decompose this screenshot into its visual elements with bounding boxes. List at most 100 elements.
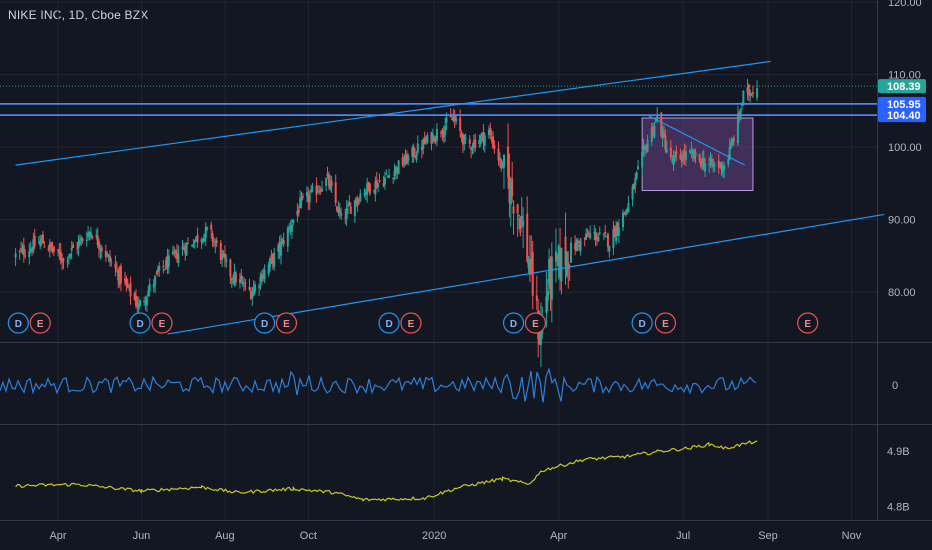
candle-body — [72, 244, 75, 248]
dividend-marker[interactable]: D — [378, 312, 400, 334]
candle-body — [243, 285, 246, 287]
candle-body — [368, 183, 371, 194]
candle-body — [732, 137, 735, 142]
candle-body — [118, 269, 121, 285]
candle-body — [279, 242, 282, 256]
trendline-1[interactable] — [15, 60, 771, 166]
candle-body — [96, 235, 99, 246]
dividend-marker[interactable]: D — [502, 312, 525, 334]
candle-body — [723, 165, 726, 170]
x-tick-label: Apr — [49, 530, 66, 542]
highlight-box — [641, 117, 754, 191]
earnings-marker[interactable]: E — [275, 312, 298, 334]
candle-body — [311, 186, 314, 189]
candle-body — [691, 153, 694, 155]
candle-body — [474, 139, 477, 148]
candle-body — [545, 296, 548, 313]
candle-body — [405, 154, 408, 165]
candle-body — [508, 176, 511, 203]
candle-body — [727, 158, 730, 165]
candle-body — [77, 241, 80, 249]
candle-body — [535, 295, 538, 301]
candle-body — [442, 133, 445, 138]
candle-body — [388, 175, 391, 179]
dividend-marker[interactable]: D — [253, 312, 276, 334]
earnings-marker[interactable]: E — [151, 312, 173, 334]
candle-body — [641, 151, 644, 168]
candle-body — [487, 130, 490, 136]
candle-body — [626, 209, 629, 211]
candle-body — [267, 264, 270, 275]
candle-body — [459, 117, 462, 131]
candle-body — [195, 236, 198, 241]
candle-body — [137, 303, 140, 310]
candle-body — [699, 160, 702, 167]
candle-body — [586, 235, 589, 237]
candle-body — [238, 279, 241, 283]
candle-body — [244, 282, 247, 284]
candle-body — [184, 246, 187, 254]
trendlines[interactable] — [15, 60, 885, 335]
earnings-marker[interactable]: E — [400, 312, 422, 334]
trendline-3[interactable] — [647, 114, 746, 166]
y-tick-label: 120.00 — [888, 0, 922, 9]
candle-body — [177, 253, 180, 264]
candle-body — [253, 284, 256, 292]
candle-body — [301, 195, 304, 198]
candle-body — [248, 286, 251, 290]
candle-body — [445, 117, 448, 123]
candle-body — [613, 226, 616, 238]
candle-body — [330, 180, 333, 187]
trendline-2[interactable] — [167, 213, 885, 335]
candle-body — [232, 280, 235, 283]
candle-body — [181, 246, 184, 250]
candle-body — [627, 203, 630, 213]
dividend-marker[interactable]: D — [631, 312, 653, 334]
dividend-marker[interactable]: D — [129, 312, 151, 334]
earnings-marker[interactable]: E — [797, 312, 819, 334]
svg-text:105.95: 105.95 — [887, 99, 921, 111]
candle-body — [234, 272, 237, 283]
candle-body — [634, 178, 637, 186]
x-tick-label: Aug — [215, 530, 235, 542]
candle-body — [58, 250, 61, 254]
candle-body — [526, 213, 529, 262]
candle-body — [449, 115, 452, 118]
highlight-box-layer — [641, 117, 754, 191]
candle-body — [414, 155, 417, 157]
candle-body — [635, 172, 638, 179]
candle-body — [749, 92, 752, 96]
candle-body — [37, 242, 40, 244]
candle-body — [519, 218, 522, 233]
candle-body — [746, 87, 749, 93]
candle-body — [233, 271, 236, 284]
dividend-marker[interactable]: D — [7, 312, 29, 334]
candle-body — [578, 245, 581, 248]
candle-body — [32, 239, 35, 252]
candle-body — [355, 197, 358, 203]
y-tick-label: 100.00 — [888, 142, 922, 154]
candle-body — [653, 125, 656, 137]
candle-body — [91, 235, 94, 239]
candle-body — [326, 173, 329, 176]
candle-body — [489, 127, 492, 135]
candle-body — [50, 242, 53, 248]
candle-body — [348, 202, 351, 207]
candle-body — [337, 207, 340, 213]
candle-body — [240, 275, 243, 281]
earnings-marker[interactable]: E — [654, 312, 676, 334]
candle-body — [288, 226, 291, 229]
candle-body — [511, 178, 514, 196]
earnings-marker[interactable]: E — [524, 312, 547, 334]
earnings-marker[interactable]: E — [29, 312, 51, 334]
oscillator-tick: 0 — [892, 380, 898, 392]
candle-body — [364, 191, 367, 196]
candle-body — [119, 265, 122, 283]
candle-body — [156, 269, 159, 273]
candle-body — [222, 253, 225, 255]
candle-body — [680, 157, 683, 163]
candle-body — [310, 189, 313, 193]
